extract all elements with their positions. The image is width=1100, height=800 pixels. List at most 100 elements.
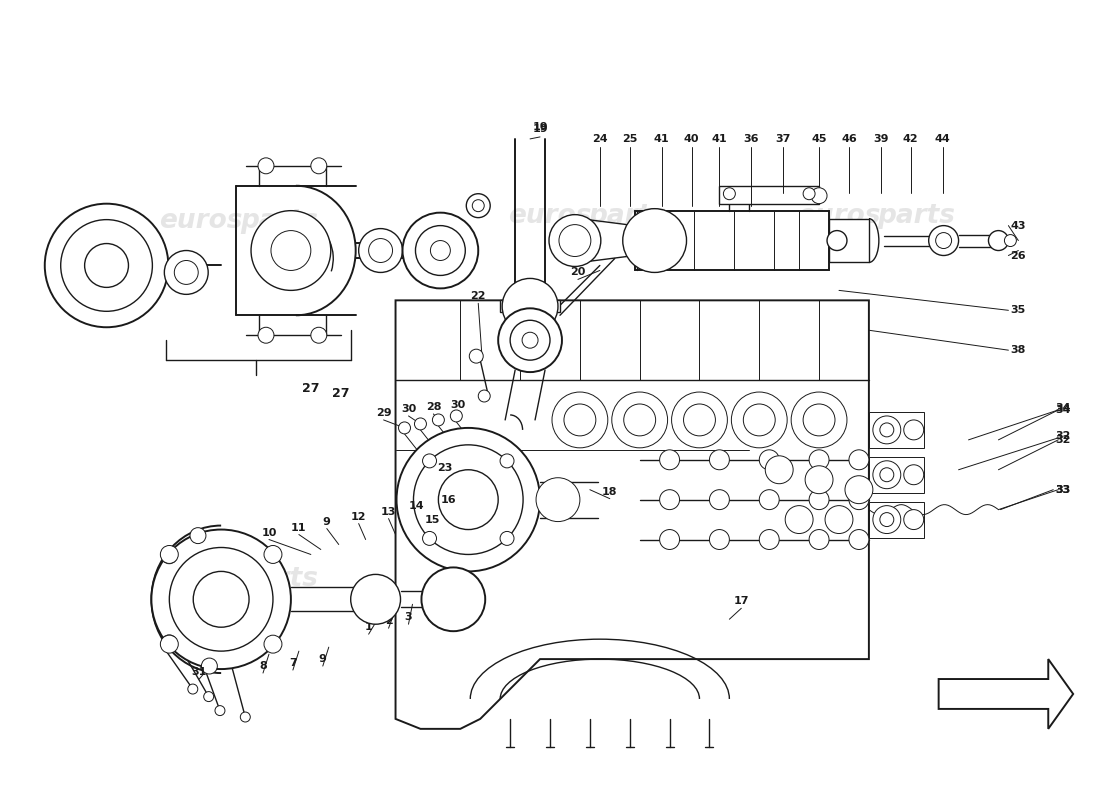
Text: 1: 1 [365, 622, 373, 632]
Text: 19: 19 [532, 122, 548, 132]
Circle shape [791, 392, 847, 448]
Bar [869, 457, 924, 493]
Text: 9: 9 [322, 517, 331, 526]
Circle shape [811, 188, 827, 204]
Circle shape [724, 188, 736, 200]
Circle shape [472, 200, 484, 212]
Circle shape [240, 712, 251, 722]
Text: 34: 34 [1056, 403, 1071, 413]
Bar [869, 412, 924, 448]
Text: 25: 25 [621, 134, 637, 144]
Text: euros: euros [578, 551, 661, 578]
Circle shape [396, 428, 540, 571]
Circle shape [264, 546, 282, 563]
Circle shape [612, 392, 668, 448]
Text: 12: 12 [351, 511, 366, 522]
Circle shape [803, 404, 835, 436]
Text: 5: 5 [447, 604, 454, 614]
Circle shape [403, 213, 478, 288]
Text: 34: 34 [1056, 405, 1071, 415]
Text: 22: 22 [471, 291, 486, 302]
Circle shape [500, 454, 514, 468]
Circle shape [271, 230, 311, 270]
Circle shape [810, 530, 829, 550]
Circle shape [264, 635, 282, 653]
Circle shape [432, 414, 444, 426]
Text: 38: 38 [1011, 345, 1026, 355]
Circle shape [564, 404, 596, 436]
Circle shape [759, 490, 779, 510]
Circle shape [359, 229, 403, 273]
Circle shape [422, 454, 437, 468]
Text: 36: 36 [744, 134, 759, 144]
Text: 19: 19 [532, 124, 548, 134]
Circle shape [732, 392, 788, 448]
Circle shape [430, 241, 450, 261]
Text: 21: 21 [526, 357, 542, 367]
Text: 35: 35 [1011, 306, 1026, 315]
Text: 41: 41 [712, 134, 727, 144]
Circle shape [503, 278, 558, 334]
Circle shape [660, 490, 680, 510]
Circle shape [161, 546, 178, 563]
Circle shape [1004, 234, 1016, 246]
Circle shape [880, 513, 894, 526]
Bar [869, 502, 924, 538]
Circle shape [421, 567, 485, 631]
Circle shape [660, 530, 680, 550]
Circle shape [204, 692, 213, 702]
Circle shape [60, 220, 153, 311]
Text: parts: parts [659, 551, 737, 578]
Circle shape [169, 547, 273, 651]
Circle shape [258, 327, 274, 343]
Text: 39: 39 [873, 134, 889, 144]
Circle shape [759, 450, 779, 470]
Circle shape [415, 418, 427, 430]
Text: 27: 27 [332, 386, 350, 399]
Circle shape [766, 456, 793, 484]
Circle shape [214, 706, 224, 715]
Text: 32: 32 [1056, 431, 1071, 441]
Text: 17: 17 [734, 596, 749, 606]
Circle shape [351, 574, 400, 624]
Text: 2: 2 [385, 616, 393, 626]
Circle shape [85, 243, 129, 287]
Text: 43: 43 [1011, 221, 1026, 230]
Circle shape [443, 590, 463, 610]
Circle shape [660, 450, 680, 470]
Circle shape [498, 308, 562, 372]
Polygon shape [938, 659, 1074, 729]
Circle shape [989, 230, 1009, 250]
Polygon shape [396, 300, 869, 729]
Circle shape [559, 225, 591, 257]
Text: 13: 13 [381, 506, 396, 517]
Circle shape [162, 548, 177, 564]
Bar [719, 186, 820, 204]
Circle shape [439, 470, 498, 530]
Text: euros: euros [160, 566, 243, 592]
Circle shape [549, 214, 601, 266]
Circle shape [174, 261, 198, 285]
Circle shape [190, 528, 206, 544]
Circle shape [936, 233, 952, 249]
Circle shape [805, 466, 833, 494]
Text: 7: 7 [289, 658, 297, 668]
Circle shape [162, 635, 177, 651]
Text: 44: 44 [935, 134, 950, 144]
Circle shape [825, 506, 852, 534]
Text: 24: 24 [592, 134, 607, 144]
Circle shape [311, 327, 327, 343]
Circle shape [188, 684, 198, 694]
Circle shape [710, 490, 729, 510]
Text: 46: 46 [842, 134, 857, 144]
Circle shape [362, 586, 389, 614]
Text: 28: 28 [426, 402, 441, 412]
Text: 30: 30 [400, 404, 416, 414]
Text: 20: 20 [570, 267, 585, 278]
Circle shape [873, 506, 901, 534]
Text: 18: 18 [602, 486, 617, 497]
Text: 29: 29 [376, 408, 392, 418]
Circle shape [398, 422, 410, 434]
Text: 3: 3 [405, 612, 412, 622]
Text: parts: parts [588, 202, 667, 229]
